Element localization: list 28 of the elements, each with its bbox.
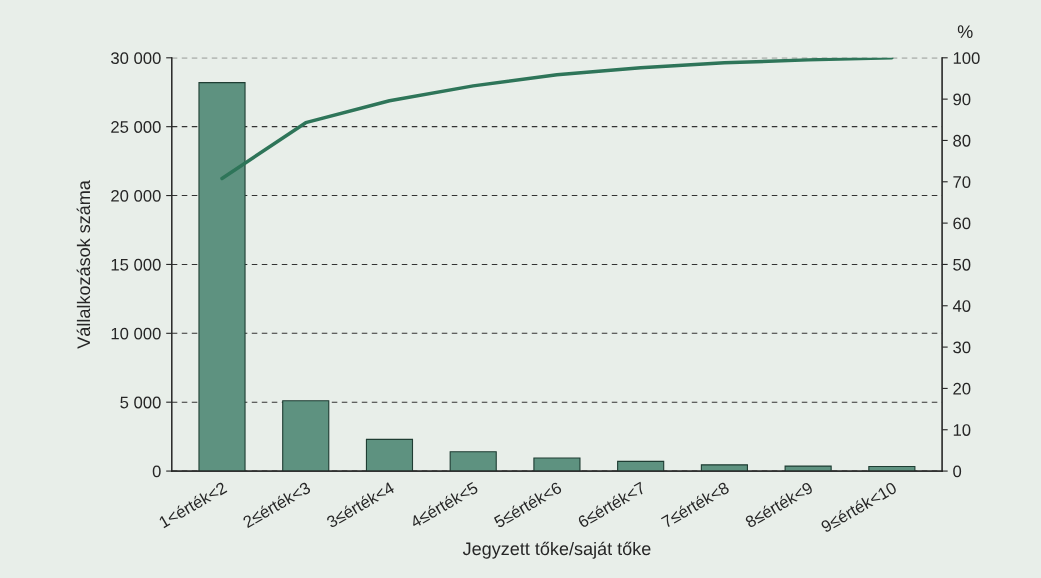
- bar: [365, 438, 414, 472]
- y-tick-label: 15 000: [111, 258, 161, 271]
- line-series: [220, 57, 894, 181]
- y2-tick-label: 0: [953, 465, 962, 478]
- y2-tick-label: 100: [953, 52, 980, 64]
- y2-tick-label: 70: [953, 176, 971, 188]
- y2-axis-title: %: [957, 25, 973, 38]
- y-tick-label: 10 000: [111, 327, 161, 340]
- y2-tick-label: 80: [953, 134, 971, 147]
- bar: [198, 82, 246, 472]
- y-tick-label: 25 000: [111, 121, 161, 133]
- bar: [533, 457, 581, 472]
- y2-tick-label: 30: [953, 341, 971, 354]
- y-tick-label: 30 000: [111, 52, 161, 64]
- x-axis-title: Jegyzett tőke/saját tőke: [462, 541, 651, 559]
- bar: [449, 451, 497, 472]
- y2-tick-label: 50: [953, 258, 971, 271]
- bar: [282, 400, 330, 472]
- y-axis-title: Vállalkozások száma: [76, 180, 91, 349]
- y-tick-label: 5 000: [120, 396, 161, 409]
- bar: [784, 465, 832, 472]
- y-tick-label: 20 000: [111, 189, 161, 202]
- y2-tick-label: 40: [952, 300, 971, 312]
- y2-tick-label: 20: [953, 382, 971, 395]
- y2-tick-label: 60: [953, 217, 971, 230]
- y2-tick-label: 90: [953, 93, 971, 106]
- y2-tick-label: 10: [953, 424, 971, 436]
- y-tick-label: 0: [152, 465, 161, 478]
